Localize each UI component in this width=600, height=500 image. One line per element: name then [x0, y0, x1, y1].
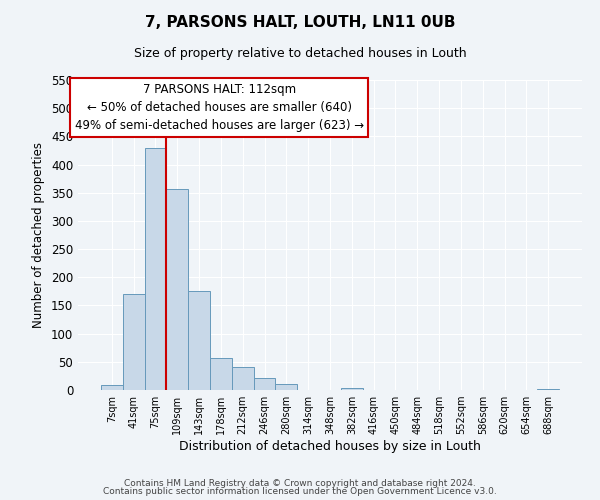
Y-axis label: Number of detached properties: Number of detached properties — [32, 142, 46, 328]
Bar — [188, 292, 210, 390]
Bar — [101, 386, 123, 390]
Bar — [232, 368, 254, 390]
Bar — [210, 358, 232, 390]
Bar — [123, 294, 145, 390]
X-axis label: Distribution of detached houses by size in Louth: Distribution of detached houses by size … — [179, 440, 481, 453]
Bar — [537, 389, 559, 390]
Text: Contains public sector information licensed under the Open Government Licence v3: Contains public sector information licen… — [103, 488, 497, 496]
Bar — [341, 388, 363, 390]
Bar — [275, 384, 297, 390]
Text: 7, PARSONS HALT, LOUTH, LN11 0UB: 7, PARSONS HALT, LOUTH, LN11 0UB — [145, 15, 455, 30]
Text: Size of property relative to detached houses in Louth: Size of property relative to detached ho… — [134, 48, 466, 60]
Bar — [145, 148, 166, 390]
Bar — [254, 378, 275, 390]
Text: Contains HM Land Registry data © Crown copyright and database right 2024.: Contains HM Land Registry data © Crown c… — [124, 478, 476, 488]
Bar — [166, 189, 188, 390]
Text: 7 PARSONS HALT: 112sqm
← 50% of detached houses are smaller (640)
49% of semi-de: 7 PARSONS HALT: 112sqm ← 50% of detached… — [74, 83, 364, 132]
